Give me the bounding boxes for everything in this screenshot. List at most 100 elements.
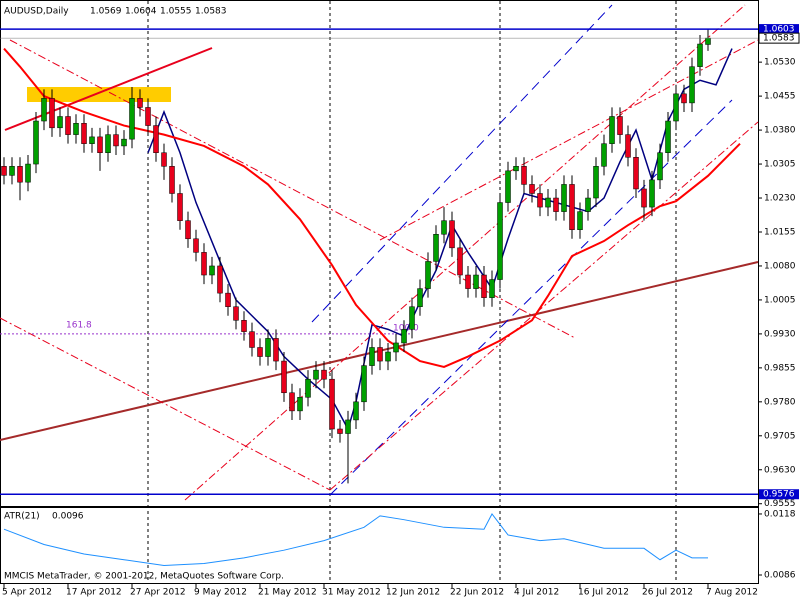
x-tick-label: 9 May 2012 xyxy=(194,588,247,598)
atr-panel xyxy=(0,507,759,584)
candle-body xyxy=(161,152,167,167)
open-value: 1.0569 xyxy=(90,7,122,17)
candle-body xyxy=(185,220,191,240)
candle-body xyxy=(9,166,15,176)
candle-body xyxy=(641,188,647,208)
candle-body xyxy=(369,347,375,366)
channel-line xyxy=(0,317,331,491)
candle-body xyxy=(201,252,207,276)
candle-body xyxy=(353,401,359,421)
candle-body xyxy=(153,125,159,153)
price-label: 1.0603 xyxy=(763,25,795,35)
candle-body xyxy=(57,116,63,129)
highlight-zone xyxy=(27,87,171,102)
candle-body xyxy=(585,197,591,212)
plot-layer: 1.0530 1.0455 1.0380 1.0305 1.0230 1.0155 1.00… xyxy=(0,24,800,598)
price-label: 1.0583 xyxy=(763,34,795,44)
candle-body xyxy=(73,123,79,135)
candle-body xyxy=(217,265,223,294)
atr-value: 0.0096 xyxy=(52,512,84,522)
footer: MMCIS MetaTrader, © 2001-2012, MetaQuote… xyxy=(4,572,284,582)
candle-body xyxy=(25,163,31,183)
candle-body xyxy=(273,338,279,362)
candle-body xyxy=(281,360,287,394)
y-tick-label: 0.0118 xyxy=(764,509,796,519)
candle-body xyxy=(41,98,47,122)
candle-body xyxy=(377,347,383,362)
candle-body xyxy=(337,428,343,434)
symbol: AUDUSD,Daily xyxy=(4,7,69,17)
y-tick-label: 1.0380 xyxy=(764,126,796,136)
atr-title: ATR(21) xyxy=(4,512,40,522)
moving-average xyxy=(147,48,733,431)
channel-line xyxy=(184,4,746,501)
candle-body xyxy=(505,170,511,203)
candle-body xyxy=(569,184,575,230)
x-tick-label: 5 Apr 2012 xyxy=(2,588,52,598)
candle-body xyxy=(65,116,71,135)
candle-body xyxy=(289,392,295,412)
candle-body xyxy=(561,184,567,212)
candle-body xyxy=(697,43,703,67)
close-value: 1.0583 xyxy=(195,7,227,17)
price-box xyxy=(758,32,800,44)
candle-body xyxy=(345,419,351,434)
candle-body xyxy=(513,166,519,172)
candle-body xyxy=(593,166,599,199)
candle-body xyxy=(425,261,431,289)
candle-body xyxy=(441,220,447,235)
candle-body xyxy=(609,116,615,144)
x-tick-label: 31 May 2012 xyxy=(322,588,381,598)
fib-label: 161.8 xyxy=(66,320,92,330)
x-tick-label: 4 Jul 2012 xyxy=(514,588,559,598)
candle-body xyxy=(529,184,535,194)
x-tick-label: 21 May 2012 xyxy=(258,588,317,598)
candle-body xyxy=(137,98,143,108)
candle-body xyxy=(617,116,623,135)
candle-body xyxy=(625,134,631,158)
candle-body xyxy=(49,98,55,129)
y-tick-label: 0.9930 xyxy=(764,329,796,339)
channel-line xyxy=(329,121,759,491)
candle-body xyxy=(489,279,495,298)
x-tick-label: 7 Aug 2012 xyxy=(706,588,758,598)
price-box xyxy=(759,24,799,35)
candle-body xyxy=(89,136,95,144)
x-tick-label: 17 Apr 2012 xyxy=(66,588,122,598)
x-tick-label: 22 Jun 2012 xyxy=(450,588,504,598)
candle-body xyxy=(233,306,239,321)
candle-body xyxy=(577,211,583,230)
candle-body xyxy=(129,98,135,140)
candle-body xyxy=(705,37,711,45)
candle-body xyxy=(633,157,639,190)
y-tick-label: 1.0455 xyxy=(764,92,796,102)
candle-body xyxy=(81,123,87,144)
candle-body xyxy=(689,66,695,104)
candle-body xyxy=(385,351,391,362)
candle-body xyxy=(537,193,543,208)
candle-body xyxy=(113,134,119,147)
y-tick-label: 0.0086 xyxy=(764,570,796,580)
candle-body xyxy=(305,378,311,398)
candle-body xyxy=(449,220,455,249)
y-tick-label: 1.0230 xyxy=(764,194,796,204)
candle-body xyxy=(145,107,151,126)
y-tick-label: 1.0005 xyxy=(764,295,796,305)
candle-body xyxy=(177,193,183,221)
candle-body xyxy=(657,152,663,181)
candle-body xyxy=(673,93,679,122)
candle-body xyxy=(601,143,607,167)
candle-body xyxy=(33,120,39,165)
candle-body xyxy=(225,292,231,307)
candle-body xyxy=(481,274,487,298)
candle-body xyxy=(321,369,327,380)
x-tick-label: 16 Jul 2012 xyxy=(578,588,629,598)
x-tick-label: 27 Apr 2012 xyxy=(130,588,186,598)
candle-body xyxy=(361,365,367,403)
candle-body xyxy=(329,378,335,430)
candle-body xyxy=(545,197,551,208)
y-tick-label: 0.9855 xyxy=(764,363,796,373)
atr-line xyxy=(3,513,708,566)
candle-body xyxy=(553,197,559,212)
y-tick-label: 0.9630 xyxy=(764,465,796,475)
